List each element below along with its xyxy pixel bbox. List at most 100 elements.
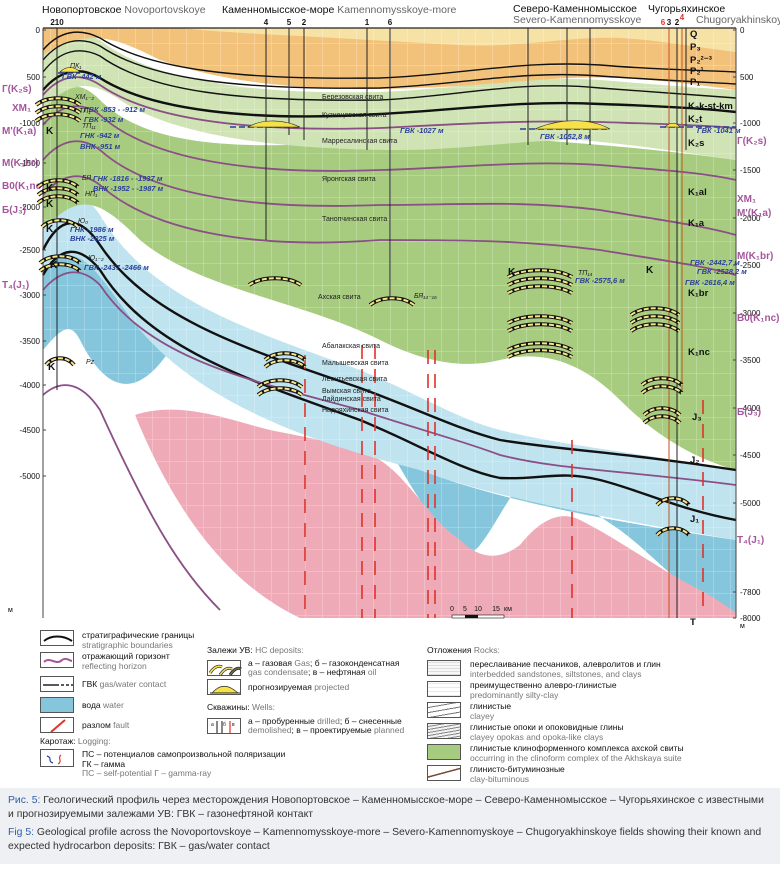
suite-label: Малышевская свита: [322, 360, 389, 367]
faults: [304, 345, 704, 618]
trap-fill: [37, 179, 79, 188]
contact-label: ГВК -2575,6 м: [575, 276, 625, 285]
caption-text: Geological profile across the Novoportov…: [8, 827, 762, 852]
legend-text-en: occurring in the clinoform complex of th…: [470, 753, 682, 763]
trap-fill: [37, 195, 79, 204]
horizon-label: B0(K₁nc): [2, 181, 44, 192]
gas-deposits: [59, 67, 681, 130]
right-tick-label: -2000: [740, 214, 761, 223]
legend-swatch-gwc: [40, 676, 74, 692]
k-marker: K: [646, 265, 654, 276]
contact-label: ГВК -2437 -2466 м: [84, 263, 149, 272]
legend-logging-title: Каротаж: Logging:: [40, 736, 111, 746]
caption-label: Fig 5:: [8, 827, 34, 838]
legend-text-ru: глинистые: [470, 701, 512, 711]
horizon-label: Б(J₃): [2, 205, 26, 216]
legend-text-en: Logging:: [77, 736, 111, 746]
legend-wells-title: Скважины: Wells:: [207, 702, 275, 712]
right-tick-label: -2500: [740, 261, 761, 270]
legend-text-en: fault: [113, 720, 130, 730]
contact-label: ГНК -1986 м: [70, 225, 114, 234]
legend-text-ru: прогнозируемая: [248, 682, 312, 692]
reservoir-label: НП₁: [85, 191, 98, 198]
legend-text-ru: Залежи УВ:: [207, 645, 253, 655]
right-tick-label: 500: [740, 73, 754, 82]
legend-text-en: gas/water contact: [99, 679, 167, 689]
contact-label: ГВК -1052,8 м: [540, 132, 590, 141]
scale-tick: 10: [474, 606, 482, 613]
legend-rock: переслаивание песчаников, алевролитов и …: [470, 659, 661, 679]
field-name-en: Kamennomysskoye-more: [337, 4, 457, 16]
legend-text-ru: глинистые опоки и опоковидные глины: [470, 722, 624, 732]
trap-fill: [507, 349, 573, 358]
well-types-icon: а б в: [211, 721, 235, 733]
trap-fill: [630, 323, 680, 332]
legend-text-en: stratigraphic boundaries: [82, 640, 173, 650]
suite-label: Надояхинская свита: [322, 407, 389, 414]
well-number: 6: [661, 18, 666, 27]
trap-fill: [39, 255, 81, 264]
reservoir-label: Ю₁₋₂: [88, 255, 104, 262]
left-axis-ticks: 0 500 -1000 -1500 -2000 -2500 -3000 -3500 -4000 -…: [20, 26, 46, 481]
strat-label: Q: [690, 29, 697, 40]
legend-hc-title: Залежи УВ: HC deposits:: [207, 645, 304, 655]
right-tick-label: -4500: [740, 451, 761, 460]
trap-fill: [264, 359, 306, 368]
legend-fault: разлом fault: [82, 720, 129, 730]
suite-label: Леонтьевская свита: [322, 376, 387, 383]
well-number: 1: [365, 18, 370, 27]
contact-label: ГВК -2442,7 м: [690, 258, 740, 267]
legend-logging: ПС – потенциалов самопроизвольной поляри…: [82, 749, 285, 779]
horizon-label: Г(K₂s): [737, 136, 767, 147]
contact-label: ГВК -2528,2 м: [697, 267, 747, 276]
legend-swatch-horizon: [40, 652, 74, 668]
field-name-en: Chugoryakhinskoye: [696, 14, 780, 26]
horizon-labels-right: Г(K₂s) XM₁ M'(K₁a) M(K₁br) B0(K₁nc) Б(J₃…: [737, 136, 779, 546]
left-tick-label: -2000: [20, 203, 41, 212]
k-markers: K K K K K K K K: [46, 126, 654, 373]
legend-text-en: predominantly silty-clay: [470, 690, 559, 700]
legend-text-en: ПС – self-potential Г – gamma-ray: [82, 768, 212, 778]
field-name-ru: Северо-Каменномысское: [513, 3, 638, 15]
field-name-ru: Новопортовское: [42, 4, 122, 16]
legend-water: вода water: [82, 700, 124, 710]
legend-text-en: clayey: [470, 711, 495, 721]
scale-tick: 5: [463, 606, 467, 613]
legend-reflecting-horizon: отражающий горизонт reflecting horizon: [82, 651, 170, 671]
suite-label: Березовская свита: [322, 94, 383, 101]
reservoir-label: Pz: [86, 359, 95, 366]
strat-label: K₁br: [688, 288, 709, 299]
strat-labels: Q P₃ P₂²⁻³ P₂¹ P₁ K₂k-st-km K₂t K₂s K₁al…: [688, 29, 733, 628]
k-marker: K: [46, 126, 54, 137]
reflecting-horizons: [42, 76, 737, 611]
suite-label: Марресалинская свита: [322, 138, 397, 145]
legend-text-ru: вода: [82, 700, 101, 710]
reservoir-label: БЯ₁₄₋₁₆: [414, 293, 437, 300]
trap-fill: [45, 357, 75, 366]
caption-ru: Рис. 5: Геологический профиль через мест…: [0, 788, 780, 822]
left-tick-label: -1500: [20, 159, 41, 168]
legend-text-ru: а – газовая: [248, 658, 293, 668]
strat-label: K₁al: [688, 187, 707, 198]
logging-curves-icon: [46, 754, 62, 765]
well-number: 2: [302, 18, 307, 27]
right-tick-label: -1000: [740, 119, 761, 128]
legend-strat: стратиграфические границы stratigraphic …: [82, 630, 194, 650]
field-header-severo-kamennomysskoye: Северо-Каменномысское Severo-Kamennomyss…: [513, 4, 641, 26]
figure-caption: Рис. 5: Геологический профиль через мест…: [0, 788, 780, 864]
contact-label: ВНК -2025 м: [70, 234, 115, 243]
field-name-ru: Каменномысское-море: [222, 4, 335, 16]
legend-swatch-rock: [427, 702, 461, 718]
legend-rock: глинистые опоки и опоковидные глины claye…: [470, 722, 624, 742]
legend-rock: глинистые клиноформенного комплекса ахск…: [470, 743, 684, 763]
trap-fill: [507, 269, 573, 278]
left-tick-label: -3000: [20, 291, 41, 300]
trap-fill: [641, 377, 683, 386]
legend-projected: прогнозируемая projected: [248, 682, 349, 692]
contact-label: ГНК -1816 - -1937 м: [93, 174, 163, 183]
legend-text-en: Gas: [294, 658, 310, 668]
reservoir-traps: [34, 96, 691, 537]
right-tick-label: -4000: [740, 404, 761, 413]
reservoir-label: БЯ: [82, 175, 91, 182]
contact-label: ГВК -1041 м: [697, 126, 741, 135]
